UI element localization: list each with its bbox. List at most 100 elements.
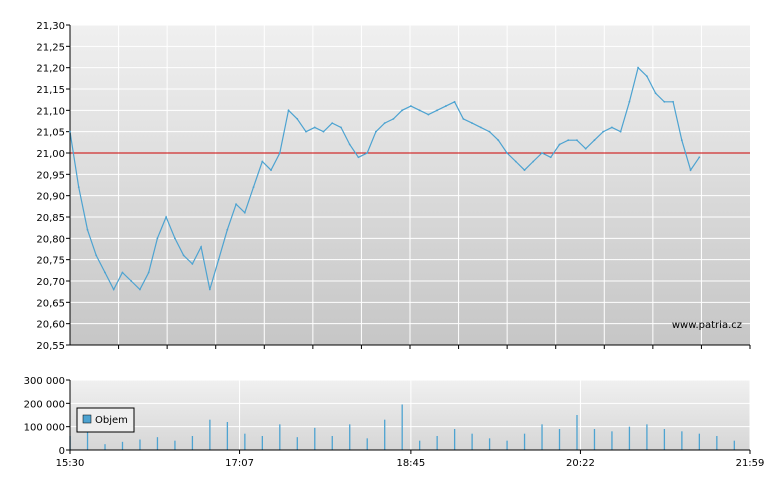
price-point [200, 245, 203, 248]
volume-bar [453, 429, 456, 450]
volume-bar [401, 404, 403, 450]
price-point [549, 156, 552, 159]
volume-bar [471, 433, 473, 450]
price-point [305, 130, 307, 133]
watermark: www.patria.cz [672, 320, 742, 331]
price-point [532, 160, 535, 163]
price-point [619, 130, 622, 133]
price-point [147, 271, 150, 274]
volume-bar [506, 440, 508, 450]
volume-y-tick-label: 200 000 [24, 399, 65, 410]
volume-x-tick-label: 20:22 [566, 458, 595, 469]
price-point [340, 126, 342, 129]
price-y-tick-label: 21,15 [36, 85, 65, 96]
price-point [156, 237, 159, 240]
volume-bar [191, 436, 194, 450]
price-point [497, 139, 500, 142]
volume-bar [209, 419, 211, 450]
price-point [182, 254, 185, 257]
price-point [173, 237, 176, 240]
volume-bar [628, 426, 631, 450]
volume-bar [419, 440, 421, 450]
price-point [235, 203, 237, 206]
price-point [654, 92, 657, 95]
volume-y-tick-label: 100 000 [24, 423, 65, 434]
volume-bar [541, 424, 543, 450]
volume-bar [488, 438, 491, 450]
volume-bar [156, 437, 159, 450]
volume-bar [279, 424, 281, 450]
volume-plot-area [70, 380, 750, 450]
price-point [689, 169, 692, 171]
price-y-tick-label: 21,10 [36, 106, 65, 117]
volume-y-tick-label: 0 [59, 446, 65, 457]
volume-bar [331, 436, 333, 450]
price-point [357, 156, 360, 159]
price-point [488, 130, 491, 133]
price-point [584, 147, 587, 150]
price-point [628, 100, 631, 103]
price-point [348, 143, 351, 146]
price-point [112, 288, 115, 291]
volume-legend: Objem [76, 407, 135, 433]
volume-bar [436, 436, 438, 450]
volume-bar [384, 419, 386, 450]
price-y-tick-label: 20,85 [36, 213, 65, 224]
volume-bar [261, 436, 263, 450]
price-point [287, 109, 290, 112]
volume-bar [139, 439, 141, 450]
price-point [558, 143, 561, 146]
volume-bar [296, 437, 298, 450]
volume-bar [681, 431, 683, 450]
legend-swatch [82, 414, 92, 424]
price-y-tick-label: 20,65 [36, 298, 65, 309]
price-point [672, 100, 674, 103]
price-point [409, 105, 412, 107]
price-point [278, 152, 281, 154]
volume-bar [226, 422, 229, 450]
price-y-tick-label: 20,70 [36, 277, 65, 288]
price-point [261, 160, 264, 163]
price-point [576, 139, 578, 142]
price-y-tick-label: 20,75 [36, 256, 65, 267]
volume-bar [558, 429, 561, 450]
volume-bar [349, 424, 351, 450]
volume-x-tick-label: 15:30 [56, 458, 85, 469]
volume-bar [646, 424, 648, 450]
price-point [86, 228, 89, 231]
price-point [567, 139, 570, 142]
volume-bar [576, 415, 578, 450]
price-point [593, 139, 596, 142]
volume-bar [611, 431, 613, 450]
price-grid [70, 24, 751, 349]
price-y-tick-label: 21,25 [36, 42, 65, 53]
price-point [637, 66, 640, 69]
price-y-tick-label: 21,30 [36, 21, 65, 32]
price-point [322, 130, 325, 133]
legend-label: Objem [95, 415, 128, 426]
price-point [663, 100, 666, 103]
volume-x-tick-label: 18:45 [396, 458, 425, 469]
volume-bar [104, 444, 106, 450]
price-point [270, 169, 272, 171]
price-point [104, 271, 106, 274]
price-point [680, 139, 683, 142]
volume-bar [86, 429, 89, 450]
price-point [208, 288, 211, 291]
price-point [436, 109, 438, 112]
volume-bar [121, 441, 124, 450]
volume-bar [366, 438, 368, 450]
price-point [698, 156, 701, 159]
price-y-tick-label: 20,60 [36, 320, 65, 331]
price-point [383, 122, 386, 125]
volume-bar [523, 433, 526, 450]
price-y-tick-label: 20,80 [36, 234, 65, 245]
price-point [541, 152, 543, 154]
price-point [139, 288, 141, 291]
volume-bar [174, 440, 176, 450]
price-y-tick-label: 21,00 [36, 149, 65, 160]
volume-bar [663, 429, 666, 450]
price-y-tick-label: 21,05 [36, 128, 65, 139]
price-point [121, 271, 124, 274]
